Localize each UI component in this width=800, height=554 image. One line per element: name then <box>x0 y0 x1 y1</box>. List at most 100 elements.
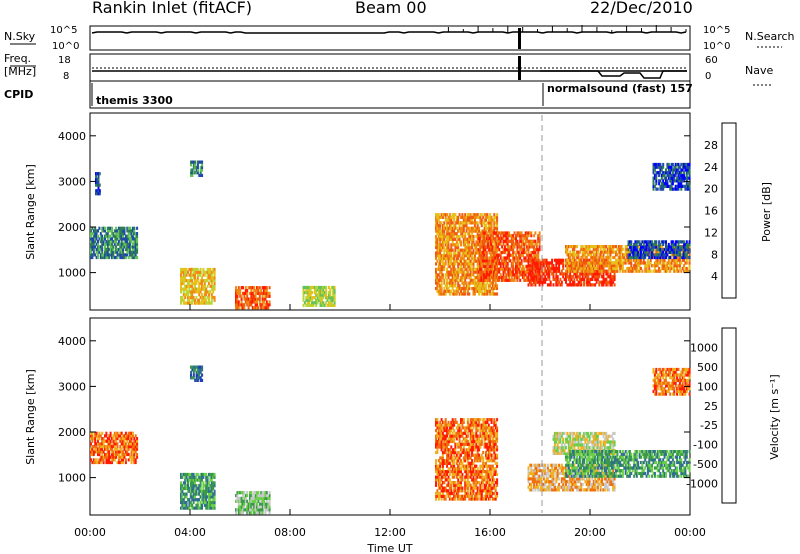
data-cell <box>196 290 199 294</box>
nave-tick-top: 60 <box>705 55 718 66</box>
data-cell <box>569 269 572 273</box>
data-cell <box>264 511 267 515</box>
data-cell <box>461 215 464 219</box>
data-cell <box>516 231 519 235</box>
data-cell <box>443 481 446 485</box>
data-cell <box>566 283 569 287</box>
data-cell <box>495 231 498 235</box>
data-cell <box>206 481 209 485</box>
data-cell <box>653 240 656 244</box>
data-cell <box>669 168 672 172</box>
data-cell <box>496 239 499 243</box>
data-cell <box>478 256 481 260</box>
data-cell <box>487 262 490 266</box>
data-cell <box>577 261 580 265</box>
data-cell <box>185 290 188 294</box>
data-cell <box>469 267 472 271</box>
data-cell <box>447 256 450 260</box>
data-cell <box>122 450 125 454</box>
data-cell <box>531 277 534 281</box>
data-cell <box>256 511 258 515</box>
data-cell <box>626 258 629 262</box>
data-cell <box>567 283 570 287</box>
data-cell <box>642 242 645 247</box>
data-cell <box>603 277 606 281</box>
data-cell <box>108 253 111 257</box>
data-cell <box>466 254 469 258</box>
data-cell <box>660 264 663 268</box>
data-cell <box>494 259 497 263</box>
data-cell <box>637 258 640 262</box>
data-cell <box>465 245 468 250</box>
data-cell <box>199 478 202 482</box>
data-cell <box>194 267 196 272</box>
data-cell <box>501 278 504 282</box>
data-cell <box>436 420 439 424</box>
data-cell <box>240 511 243 515</box>
data-cell <box>619 245 622 249</box>
data-cell <box>609 280 612 284</box>
data-cell <box>130 445 133 449</box>
data-cell <box>464 234 467 239</box>
data-cell <box>240 508 243 512</box>
data-cell <box>308 288 311 292</box>
data-cell <box>476 289 479 293</box>
data-cell <box>496 286 499 291</box>
data-cell <box>466 289 469 293</box>
data-cell <box>534 258 537 262</box>
data-cell <box>119 431 122 435</box>
data-cell <box>515 236 517 241</box>
data-cell <box>574 261 577 265</box>
data-cell <box>462 292 465 296</box>
data-cell <box>606 258 609 262</box>
data-cell <box>440 437 443 441</box>
data-cell <box>524 236 527 241</box>
data-cell <box>443 213 446 217</box>
data-cell <box>478 236 481 241</box>
data-cell <box>115 237 118 241</box>
data-cell <box>516 248 519 252</box>
data-cell <box>669 250 672 254</box>
data-cell <box>649 248 652 252</box>
data-cell <box>198 273 201 277</box>
data-cell <box>439 267 442 271</box>
data-cell <box>308 298 311 302</box>
data-cell <box>329 291 332 295</box>
data-cell <box>251 300 254 304</box>
data-cell <box>111 253 113 257</box>
data-cell <box>670 253 673 257</box>
data-cell <box>258 303 261 307</box>
data-cell <box>439 429 442 433</box>
data-cell <box>443 232 446 236</box>
data-cell <box>130 253 133 257</box>
data-cell <box>244 496 247 500</box>
data-cell <box>446 267 449 271</box>
data-cell <box>655 269 658 273</box>
data-cell <box>502 273 505 277</box>
data-cell <box>117 455 120 459</box>
data-cell <box>435 418 437 422</box>
data-cell <box>191 281 194 286</box>
data-cell <box>469 259 472 263</box>
data-cell <box>451 248 454 252</box>
data-cell <box>478 234 481 238</box>
data-cell <box>111 445 113 449</box>
data-cell <box>111 447 113 451</box>
data-cell <box>111 255 113 260</box>
data-cell <box>333 301 336 305</box>
data-cell <box>684 242 687 247</box>
data-cell <box>464 289 467 293</box>
data-cell <box>580 245 583 249</box>
data-cell <box>580 258 583 262</box>
data-cell <box>191 295 194 300</box>
data-cell <box>126 240 129 244</box>
data-cell <box>435 226 437 230</box>
data-cell <box>485 284 487 288</box>
data-cell <box>660 255 663 260</box>
data-cell <box>667 184 670 188</box>
data-cell <box>439 470 442 474</box>
data-cell <box>627 250 630 254</box>
data-cell <box>681 176 684 180</box>
data-cell <box>466 213 469 217</box>
data-cell <box>454 289 457 293</box>
